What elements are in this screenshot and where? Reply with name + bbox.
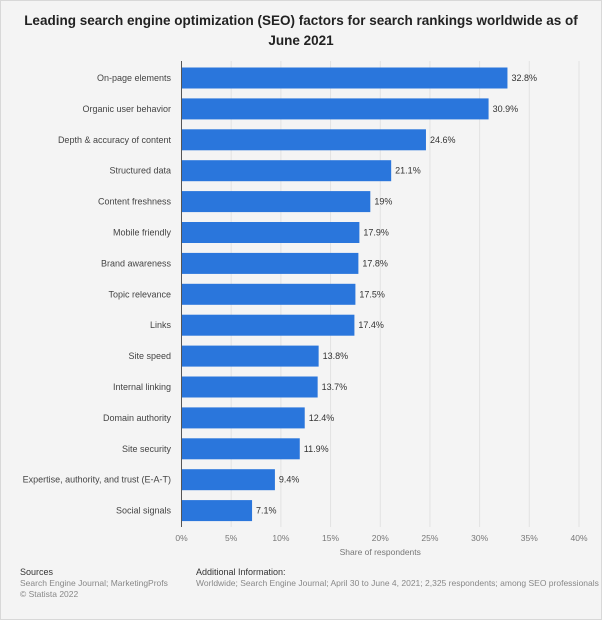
- x-tick-label: 0%: [175, 533, 188, 543]
- bar: [181, 407, 305, 429]
- x-tick-label: 15%: [322, 533, 339, 543]
- x-tick-label: 35%: [521, 533, 538, 543]
- category-label: Links: [150, 320, 172, 330]
- bar: [181, 500, 253, 522]
- category-label: Topic relevance: [108, 289, 171, 299]
- data-label: 17.4%: [358, 320, 384, 330]
- data-label: 19%: [374, 197, 392, 207]
- bar: [181, 469, 275, 491]
- category-label: Domain authority: [103, 413, 172, 423]
- bar: [181, 314, 355, 336]
- x-tick-label: 10%: [272, 533, 289, 543]
- data-label: 9.4%: [279, 475, 300, 485]
- x-tick-label: 30%: [471, 533, 488, 543]
- x-tick-label: 5%: [225, 533, 238, 543]
- category-label: Structured data: [109, 166, 171, 176]
- category-label: Expertise, authority, and trust (E-A-T): [23, 475, 171, 485]
- bar: [181, 67, 508, 89]
- x-tick-label: 40%: [570, 533, 587, 543]
- copyright: © Statista 2022: [20, 589, 79, 599]
- data-label: 30.9%: [493, 104, 519, 114]
- bar: [181, 129, 426, 151]
- data-label: 32.8%: [511, 73, 537, 83]
- data-label: 13.7%: [322, 382, 348, 392]
- category-label: On-page elements: [97, 73, 172, 83]
- x-tick-label: 25%: [421, 533, 438, 543]
- bar: [181, 98, 489, 120]
- data-label: 11.9%: [304, 444, 329, 454]
- data-label: 24.6%: [430, 135, 456, 145]
- category-label: Depth & accuracy of content: [58, 135, 172, 145]
- bar: [181, 252, 359, 274]
- category-label: Organic user behavior: [82, 104, 171, 114]
- chart-title: Leading search engine optimization (SEO)…: [24, 13, 578, 48]
- additional-info-label: Additional Information:: [196, 567, 286, 577]
- sources-text: Search Engine Journal; MarketingProfs: [20, 578, 168, 588]
- bar: [181, 345, 319, 367]
- category-label: Internal linking: [113, 382, 171, 392]
- additional-info-text: Worldwide; Search Engine Journal; April …: [196, 578, 599, 588]
- data-label: 21.1%: [395, 166, 421, 176]
- data-label: 17.8%: [362, 258, 388, 268]
- bar: [181, 191, 371, 213]
- bar: [181, 438, 300, 460]
- category-label: Site speed: [128, 351, 171, 361]
- data-label: 17.5%: [359, 289, 385, 299]
- category-label: Content freshness: [98, 197, 172, 207]
- category-label: Brand awareness: [101, 258, 172, 268]
- sources-label: Sources: [20, 567, 54, 577]
- category-label: Social signals: [116, 506, 172, 516]
- additional-info-block: Additional Information: Worldwide; Searc…: [196, 567, 599, 589]
- bar: [181, 222, 360, 243]
- bar: [181, 376, 318, 398]
- x-axis-title: Share of respondents: [340, 547, 421, 557]
- bar: [181, 160, 392, 182]
- data-label: 12.4%: [309, 413, 335, 423]
- data-label: 7.1%: [256, 506, 277, 516]
- data-label: 17.9%: [363, 228, 389, 238]
- data-label: 13.8%: [323, 351, 349, 361]
- category-label: Site security: [122, 444, 172, 454]
- x-tick-label: 20%: [372, 533, 389, 543]
- sources-block: Sources Search Engine Journal; Marketing…: [20, 567, 168, 600]
- bar: [181, 283, 356, 305]
- category-label: Mobile friendly: [113, 228, 172, 238]
